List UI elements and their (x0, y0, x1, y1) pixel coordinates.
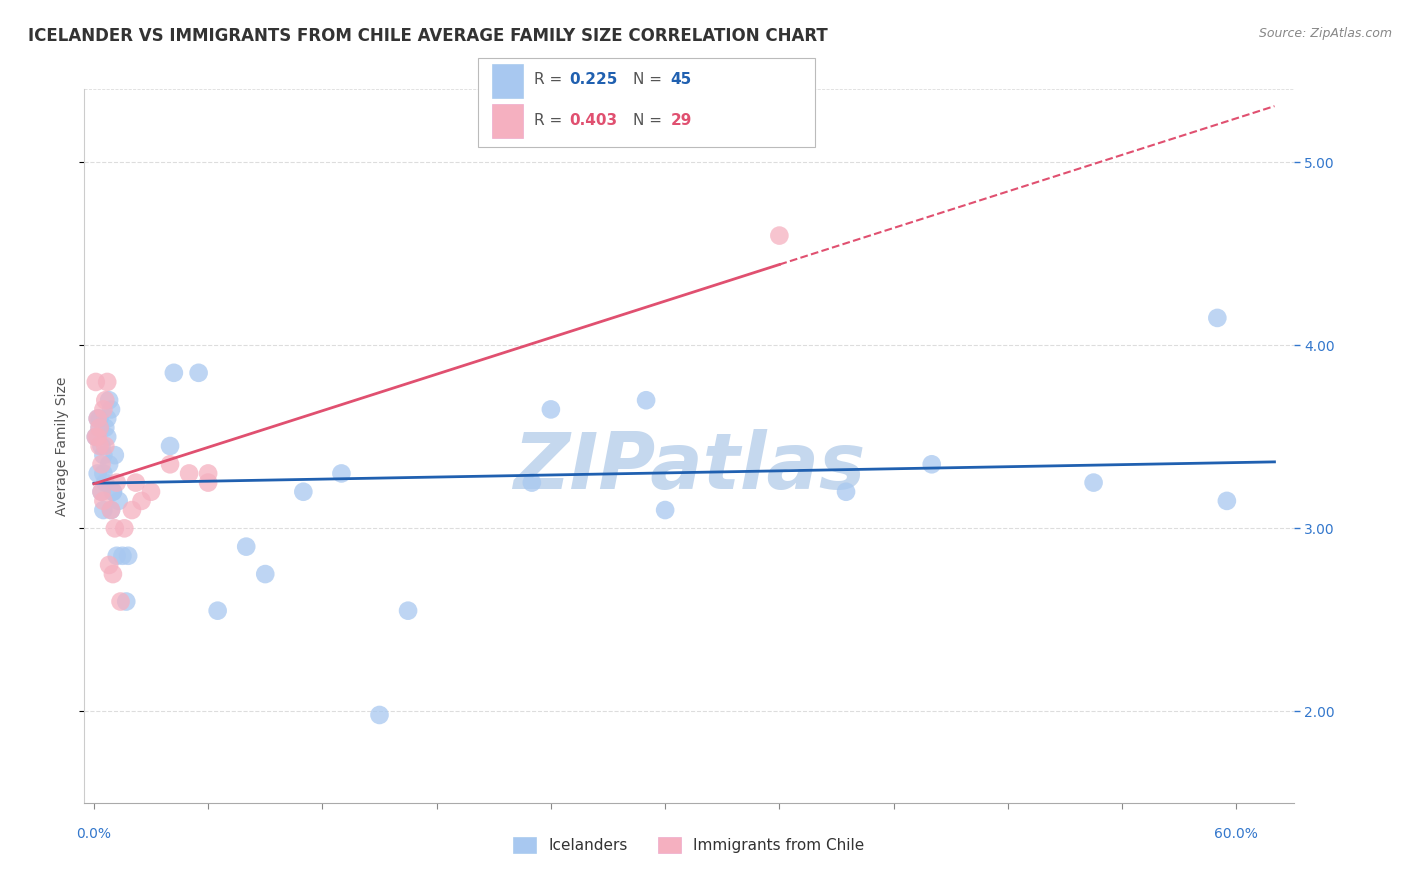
Point (86, 411, 108, 425)
Point (636, 393, 658, 408)
Point (98, 558, 121, 572)
Point (159, 439, 181, 453)
Point (101, 484, 124, 499)
Point (177, 467, 200, 481)
Point (197, 467, 219, 481)
Point (368, 708, 391, 723)
Text: 0.225: 0.225 (569, 72, 617, 87)
Point (101, 484, 124, 499)
Text: 60.0%: 60.0% (1215, 827, 1258, 840)
Point (94, 475, 117, 490)
Point (86, 467, 108, 481)
Text: 0.0%: 0.0% (76, 827, 111, 840)
Text: 0.403: 0.403 (569, 113, 617, 128)
Point (89, 411, 111, 425)
Point (131, 494, 153, 508)
Point (207, 604, 229, 618)
Y-axis label: Average Family Size: Average Family Size (55, 376, 69, 516)
Point (115, 594, 138, 608)
Point (89, 420, 111, 434)
Point (94, 420, 117, 434)
Point (235, 540, 257, 554)
Point (187, 366, 209, 380)
Point (1206, 310, 1229, 325)
Point (84, 375, 107, 389)
Point (104, 448, 127, 462)
Point (163, 366, 186, 380)
Point (159, 458, 181, 472)
Point (254, 567, 277, 582)
Point (121, 503, 143, 517)
Point (93, 503, 115, 517)
Point (90, 484, 112, 499)
Point (835, 484, 858, 499)
Point (90, 458, 112, 472)
Point (921, 458, 943, 472)
Point (96, 375, 118, 389)
Point (110, 594, 132, 608)
Point (330, 467, 353, 481)
Point (96, 430, 118, 444)
Point (520, 475, 543, 490)
Point (117, 549, 139, 563)
Point (540, 402, 562, 417)
Point (90, 484, 112, 499)
Point (292, 484, 315, 499)
Point (101, 567, 124, 582)
Point (125, 475, 148, 490)
Point (104, 521, 127, 535)
Point (94, 439, 117, 453)
Text: R =: R = (534, 72, 568, 87)
Text: ZIPatlas: ZIPatlas (513, 429, 865, 506)
Point (105, 549, 128, 563)
Point (112, 521, 135, 535)
Point (89, 420, 111, 434)
Point (396, 604, 419, 618)
Point (100, 503, 122, 517)
Point (111, 549, 134, 563)
Point (98, 393, 121, 408)
Point (107, 494, 129, 508)
Point (1216, 494, 1239, 508)
Point (94, 393, 117, 408)
Point (100, 402, 122, 417)
Point (98, 458, 121, 472)
Text: N =: N = (633, 72, 666, 87)
Point (84, 430, 107, 444)
Point (93, 494, 115, 508)
Text: N =: N = (633, 113, 666, 128)
Point (90, 439, 112, 453)
Text: ICELANDER VS IMMIGRANTS FROM CHILE AVERAGE FAMILY SIZE CORRELATION CHART: ICELANDER VS IMMIGRANTS FROM CHILE AVERA… (28, 27, 828, 45)
Legend: Icelanders, Immigrants from Chile: Icelanders, Immigrants from Chile (508, 831, 870, 859)
Point (96, 411, 118, 425)
Point (100, 503, 122, 517)
Point (654, 503, 676, 517)
Text: Source: ZipAtlas.com: Source: ZipAtlas.com (1258, 27, 1392, 40)
Point (768, 228, 790, 243)
Point (139, 484, 162, 499)
Point (86, 411, 108, 425)
Point (93, 402, 115, 417)
Point (105, 475, 128, 490)
Point (93, 448, 115, 462)
Point (89, 439, 111, 453)
Point (1083, 475, 1105, 490)
Point (93, 467, 115, 481)
Point (84, 430, 107, 444)
Point (197, 475, 219, 490)
Text: 45: 45 (671, 72, 692, 87)
Text: 29: 29 (671, 113, 692, 128)
Point (86, 430, 108, 444)
Text: R =: R = (534, 113, 568, 128)
